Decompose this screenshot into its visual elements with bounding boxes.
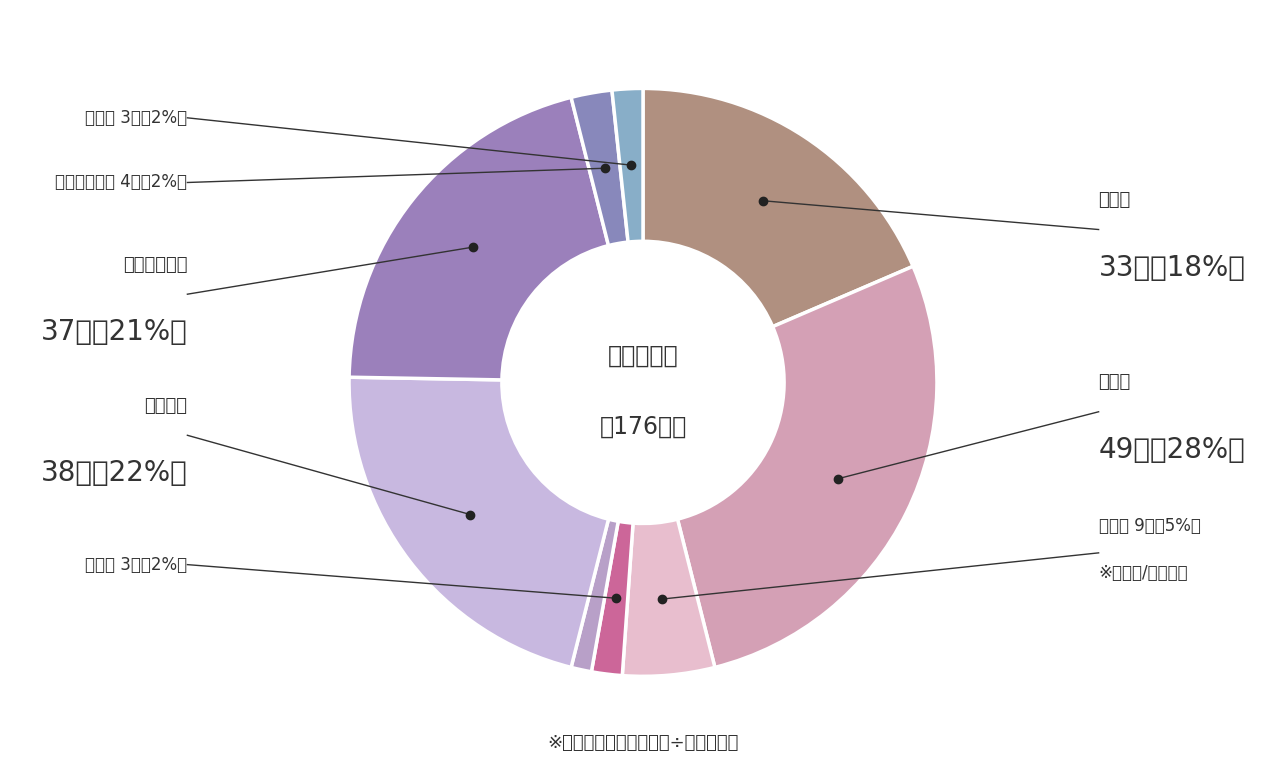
Wedge shape — [571, 90, 628, 246]
Wedge shape — [349, 377, 608, 667]
Text: 系統別割合: 系統別割合 — [608, 344, 678, 368]
Text: 33名（18%）: 33名（18%） — [1098, 254, 1245, 282]
Text: 医・薬・農系: 医・薬・農系 — [123, 256, 188, 273]
Wedge shape — [349, 97, 608, 380]
Wedge shape — [622, 519, 715, 676]
Wedge shape — [643, 88, 913, 326]
Text: 理・工系: 理・工系 — [144, 397, 188, 415]
Text: 体育・芸術系 4名（2%）: 体育・芸術系 4名（2%） — [55, 173, 188, 192]
Text: 人文系: 人文系 — [1098, 192, 1130, 209]
Text: 37名（21%）: 37名（21%） — [41, 319, 188, 346]
Text: 家政系 3名（2%）: 家政系 3名（2%） — [85, 109, 188, 127]
Text: （176名）: （176名） — [599, 414, 687, 438]
Text: 社会系: 社会系 — [1098, 373, 1130, 391]
Wedge shape — [612, 88, 643, 242]
Text: 49名（28%）: 49名（28%） — [1098, 436, 1245, 464]
Text: 総合系 3名（2%）: 総合系 3名（2%） — [85, 555, 188, 574]
Wedge shape — [678, 267, 937, 667]
Text: 38名（22%）: 38名（22%） — [41, 460, 188, 487]
Wedge shape — [592, 522, 633, 676]
Text: 国際系 9名（5%）: 国際系 9名（5%） — [1098, 517, 1201, 535]
Text: ※外国語/国際関係: ※外国語/国際関係 — [1098, 565, 1188, 582]
Wedge shape — [571, 519, 619, 672]
Text: ※（　）の割合は進学者÷現役進学者: ※（ ）の割合は進学者÷現役進学者 — [548, 734, 738, 752]
